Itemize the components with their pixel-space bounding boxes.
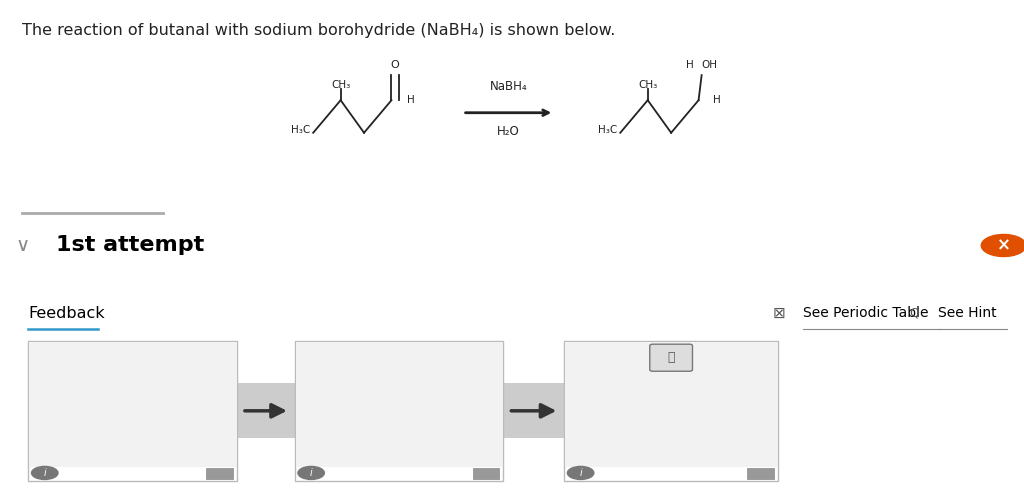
- Text: H: H: [713, 95, 721, 105]
- Text: The reaction of butanal with sodium borohydride (NaBH₄) is shown below.: The reaction of butanal with sodium boro…: [23, 23, 615, 38]
- FancyBboxPatch shape: [565, 342, 777, 467]
- Text: H: H: [407, 95, 415, 105]
- FancyBboxPatch shape: [564, 341, 778, 481]
- Text: O: O: [390, 60, 399, 70]
- FancyBboxPatch shape: [296, 342, 503, 467]
- Text: H₃C: H₃C: [291, 125, 310, 135]
- Text: NaBH₄: NaBH₄: [489, 80, 527, 93]
- Text: CH₃: CH₃: [331, 80, 350, 90]
- Text: 1st attempt: 1st attempt: [56, 235, 204, 256]
- Text: i: i: [580, 468, 582, 478]
- Text: ∨: ∨: [15, 236, 30, 255]
- Text: See Periodic Table: See Periodic Table: [803, 306, 929, 320]
- Text: 🔒: 🔒: [668, 351, 675, 364]
- FancyBboxPatch shape: [473, 468, 500, 479]
- Text: OH: OH: [701, 60, 718, 70]
- Circle shape: [298, 466, 325, 479]
- Text: H₂O: H₂O: [497, 125, 520, 138]
- Text: i: i: [310, 468, 312, 478]
- Text: ×: ×: [996, 236, 1011, 255]
- FancyBboxPatch shape: [207, 468, 232, 479]
- Text: H: H: [686, 60, 693, 70]
- Text: Feedback: Feedback: [29, 306, 105, 321]
- FancyBboxPatch shape: [295, 341, 504, 481]
- FancyBboxPatch shape: [650, 344, 692, 371]
- Text: H₃C: H₃C: [598, 125, 617, 135]
- Text: ⊠: ⊠: [772, 306, 785, 321]
- FancyBboxPatch shape: [30, 342, 236, 467]
- Text: CH₃: CH₃: [638, 80, 657, 90]
- FancyBboxPatch shape: [748, 468, 774, 479]
- Text: i: i: [43, 468, 46, 478]
- Text: See Hint: See Hint: [938, 306, 996, 320]
- FancyBboxPatch shape: [237, 383, 295, 438]
- FancyBboxPatch shape: [29, 341, 237, 481]
- Text: Q: Q: [909, 307, 920, 320]
- Circle shape: [32, 466, 58, 479]
- FancyBboxPatch shape: [504, 383, 564, 438]
- Circle shape: [981, 234, 1024, 257]
- Circle shape: [567, 466, 594, 479]
